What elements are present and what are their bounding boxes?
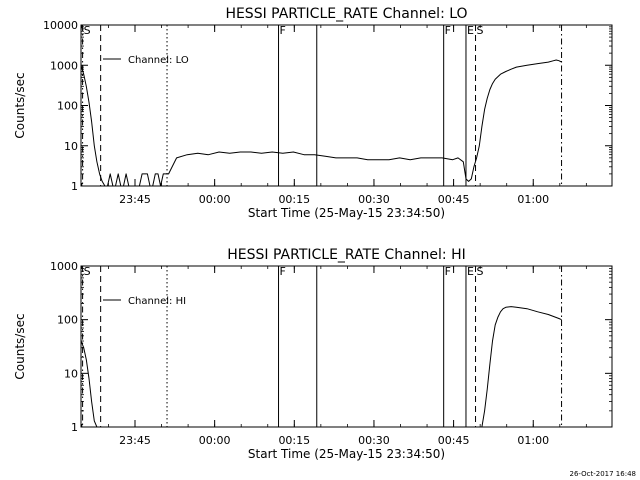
y-tick-label: 1 <box>71 180 78 193</box>
chart-title: HESSI PARTICLE_RATE Channel: LO <box>225 6 467 22</box>
chart-panel-0: HESSI PARTICLE_RATE Channel: LO 1 10 100 100… <box>13 6 613 220</box>
x-tick-label: 00:15 <box>278 193 310 206</box>
event-marker-label: F <box>280 24 286 37</box>
x-tick-label: 00:45 <box>438 434 470 447</box>
data-series-line <box>80 306 562 428</box>
footer-timestamp: 26-Oct-2017 16:48 <box>570 470 636 478</box>
y-tick-label: 10000 <box>43 19 78 32</box>
y-tick-label: 10 <box>64 140 78 153</box>
y-tick-label: 1000 <box>50 260 78 273</box>
x-tick-label: 00:30 <box>358 434 390 447</box>
x-tick-label: 23:45 <box>119 434 151 447</box>
y-tick-label: 100 <box>57 314 78 327</box>
plot-frame <box>80 265 613 428</box>
x-tick-label: 00:30 <box>358 193 390 206</box>
x-tick-label: 01:00 <box>517 193 549 206</box>
event-marker-label: S <box>84 24 91 37</box>
event-marker-label: F <box>280 265 286 278</box>
event-marker-label: S <box>477 265 484 278</box>
chart-panel-1: HESSI PARTICLE_RATE Channel: HI 1 10 100 100… <box>13 247 613 461</box>
x-tick-label: 01:00 <box>517 434 549 447</box>
legend-label: Channel: LO <box>128 55 189 66</box>
event-marker-label: E <box>467 24 474 37</box>
y-tick-label: 1 <box>71 421 78 434</box>
chart-title: HESSI PARTICLE_RATE Channel: HI <box>227 247 465 263</box>
y-axis-label: Counts/sec <box>13 72 27 138</box>
event-marker-label: E <box>467 265 474 278</box>
x-axis-label: Start Time (25-May-15 23:34:50) <box>248 447 445 461</box>
data-series-line <box>80 59 562 187</box>
x-tick-label: 00:45 <box>438 193 470 206</box>
event-marker-label: F <box>445 265 451 278</box>
y-tick-label: 1000 <box>50 59 78 72</box>
event-marker-label: S <box>477 24 484 37</box>
y-tick-label: 100 <box>57 100 78 113</box>
y-axis-label: Counts/sec <box>13 313 27 379</box>
plot-frame <box>80 24 613 187</box>
x-tick-label: 00:00 <box>199 434 231 447</box>
event-marker-label: F <box>445 24 451 37</box>
x-tick-label: 23:45 <box>119 193 151 206</box>
legend-label: Channel: HI <box>128 296 186 307</box>
x-axis-label: Start Time (25-May-15 23:34:50) <box>248 206 445 220</box>
event-marker-label: S <box>84 265 91 278</box>
x-tick-label: 00:00 <box>199 193 231 206</box>
x-tick-label: 00:15 <box>278 434 310 447</box>
y-tick-label: 10 <box>64 367 78 380</box>
